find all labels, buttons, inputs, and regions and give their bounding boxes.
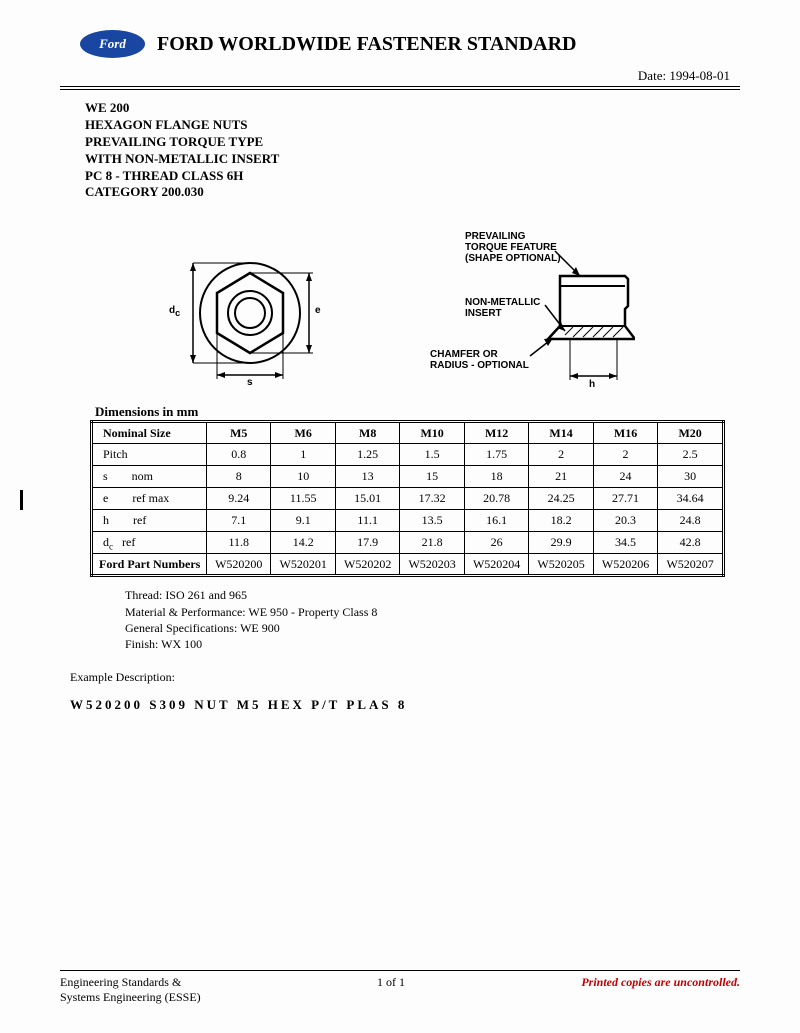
r4c7: 42.8: [658, 532, 724, 554]
note-thread: Thread: ISO 261 and 965: [125, 587, 740, 603]
r3c2: 11.1: [335, 510, 399, 532]
diagram-area: dc e s PREVAILING TORQUE FEATURE (SHAPE …: [60, 226, 740, 396]
r0c6: 2: [593, 444, 657, 466]
spec-block: WE 200 HEXAGON FLANGE NUTS PREVAILING TO…: [85, 100, 740, 201]
r0c5: 2: [529, 444, 593, 466]
r1c0: 8: [207, 466, 271, 488]
th-m16: M16: [593, 422, 657, 444]
r0c1: 1: [271, 444, 335, 466]
r5c1: W520201: [271, 554, 335, 576]
dim-dc-sub: c: [175, 308, 180, 318]
r3c5: 18.2: [529, 510, 593, 532]
footer-left: Engineering Standards & Systems Engineer…: [60, 975, 201, 1005]
row0-label: Pitch: [92, 444, 207, 466]
note-finish: Finish: WX 100: [125, 636, 740, 652]
r2c7: 34.64: [658, 488, 724, 510]
r2c1: 11.55: [271, 488, 335, 510]
r1c2: 13: [335, 466, 399, 488]
ford-logo: Ford: [80, 30, 145, 58]
th-m6: M6: [271, 422, 335, 444]
page-title: FORD WORLDWIDE FASTENER STANDARD: [157, 33, 577, 56]
header-rule: [60, 86, 740, 90]
row4-label: dc ref: [92, 532, 207, 554]
r1c6: 24: [593, 466, 657, 488]
r5c5: W520205: [529, 554, 593, 576]
r0c7: 2.5: [658, 444, 724, 466]
row2-label: e ref max: [92, 488, 207, 510]
spec-l5: PC 8 - THREAD CLASS 6H: [85, 168, 740, 185]
r4c5: 29.9: [529, 532, 593, 554]
r1c4: 18: [464, 466, 528, 488]
r0c3: 1.5: [400, 444, 464, 466]
dimensions-table: Nominal Size M5 M6 M8 M10 M12 M14 M16 M2…: [90, 420, 725, 577]
row5-label: Ford Part Numbers: [92, 554, 207, 576]
row3-label: h ref: [92, 510, 207, 532]
r1c3: 15: [400, 466, 464, 488]
r3c1: 9.1: [271, 510, 335, 532]
r4c6: 34.5: [593, 532, 657, 554]
r3c4: 16.1: [464, 510, 528, 532]
page-footer: Engineering Standards & Systems Engineer…: [60, 970, 740, 1005]
r2c5: 24.25: [529, 488, 593, 510]
r4c0: 11.8: [207, 532, 271, 554]
th-m12: M12: [464, 422, 528, 444]
spec-l4: WITH NON-METALLIC INSERT: [85, 151, 740, 168]
dim-h: h: [589, 379, 595, 390]
r5c3: W520203: [400, 554, 464, 576]
date-label: Date:: [638, 68, 666, 83]
th-m20: M20: [658, 422, 724, 444]
r4c2: 17.9: [335, 532, 399, 554]
footer-left-2: Systems Engineering (ESSE): [60, 990, 201, 1004]
r0c0: 0.8: [207, 444, 271, 466]
revision-mark: [20, 490, 23, 510]
spec-l1: WE 200: [85, 100, 740, 117]
r3c7: 24.8: [658, 510, 724, 532]
date-line: Date: 1994-08-01: [60, 68, 730, 84]
notes-block: Thread: ISO 261 and 965 Material & Perfo…: [125, 587, 740, 652]
r5c6: W520206: [593, 554, 657, 576]
r5c2: W520202: [335, 554, 399, 576]
r0c2: 1.25: [335, 444, 399, 466]
date-value: 1994-08-01: [669, 68, 730, 83]
r1c5: 21: [529, 466, 593, 488]
diagram-top-view: dc e s: [165, 235, 335, 388]
row1-label: s nom: [92, 466, 207, 488]
r5c0: W520200: [207, 554, 271, 576]
note-material: Material & Performance: WE 950 - Propert…: [125, 604, 740, 620]
th-nominal: Nominal Size: [92, 422, 207, 444]
spec-l6: CATEGORY 200.030: [85, 184, 740, 201]
example-label: Example Description:: [70, 670, 740, 685]
th-m14: M14: [529, 422, 593, 444]
r2c6: 27.71: [593, 488, 657, 510]
r0c4: 1.75: [464, 444, 528, 466]
r2c0: 9.24: [207, 488, 271, 510]
th-m10: M10: [400, 422, 464, 444]
r4c4: 26: [464, 532, 528, 554]
th-m5: M5: [207, 422, 271, 444]
r2c4: 20.78: [464, 488, 528, 510]
r1c1: 10: [271, 466, 335, 488]
spec-l2: HEXAGON FLANGE NUTS: [85, 117, 740, 134]
r2c3: 17.32: [400, 488, 464, 510]
r4c1: 14.2: [271, 532, 335, 554]
table-caption: Dimensions in mm: [95, 404, 740, 420]
th-m8: M8: [335, 422, 399, 444]
r5c7: W520207: [658, 554, 724, 576]
r3c3: 13.5: [400, 510, 464, 532]
r5c4: W520204: [464, 554, 528, 576]
diagram-side-view: PREVAILING TORQUE FEATURE (SHAPE OPTIONA…: [365, 231, 635, 391]
spec-l3: PREVAILING TORQUE TYPE: [85, 134, 740, 151]
r1c7: 30: [658, 466, 724, 488]
footer-right: Printed copies are uncontrolled.: [581, 975, 740, 990]
footer-left-1: Engineering Standards &: [60, 975, 181, 989]
footer-center: 1 of 1: [377, 975, 405, 990]
example-description: W520200 S309 NUT M5 HEX P/T PLAS 8: [70, 697, 740, 713]
dim-e: e: [315, 305, 321, 316]
note-general: General Specifications: WE 900: [125, 620, 740, 636]
r3c6: 20.3: [593, 510, 657, 532]
r3c0: 7.1: [207, 510, 271, 532]
r2c2: 15.01: [335, 488, 399, 510]
r4c3: 21.8: [400, 532, 464, 554]
dim-s: s: [247, 377, 253, 388]
